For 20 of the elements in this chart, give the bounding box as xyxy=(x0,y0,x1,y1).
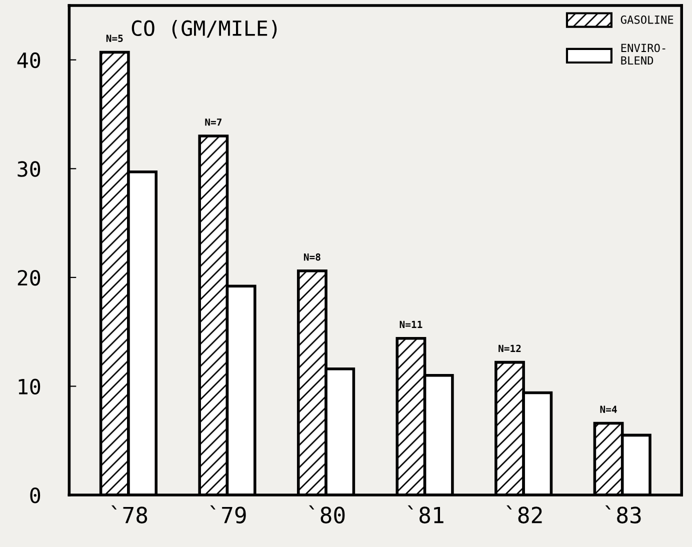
x-tick-label: `78 xyxy=(111,505,148,524)
y-tick-label: 30 xyxy=(18,161,40,177)
annotation: N=5 xyxy=(106,34,123,42)
annotation: N=4 xyxy=(600,406,617,413)
y-tick-label: 40 xyxy=(17,52,40,68)
y-tick-label: 20 xyxy=(18,270,40,286)
x-tick-label: `82 xyxy=(506,505,542,524)
y-tick-label: 10 xyxy=(18,378,40,395)
legend-label: ENVIRO- BLEND xyxy=(621,44,666,64)
x-tick-label: `80 xyxy=(308,505,345,524)
annotation: N=8 xyxy=(304,253,320,261)
legend-label: GASOLINE xyxy=(620,15,674,24)
annotation: N=12 xyxy=(498,344,521,352)
x-tick-label: `83 xyxy=(605,505,641,524)
x-tick-label: `81 xyxy=(408,505,444,524)
text: CO (GM/MILE) xyxy=(132,20,277,38)
x-tick-label: `79 xyxy=(210,505,246,524)
annotation: N=11 xyxy=(400,320,422,328)
annotation: N=7 xyxy=(205,118,222,126)
y-tick-label: 0 xyxy=(30,488,40,504)
